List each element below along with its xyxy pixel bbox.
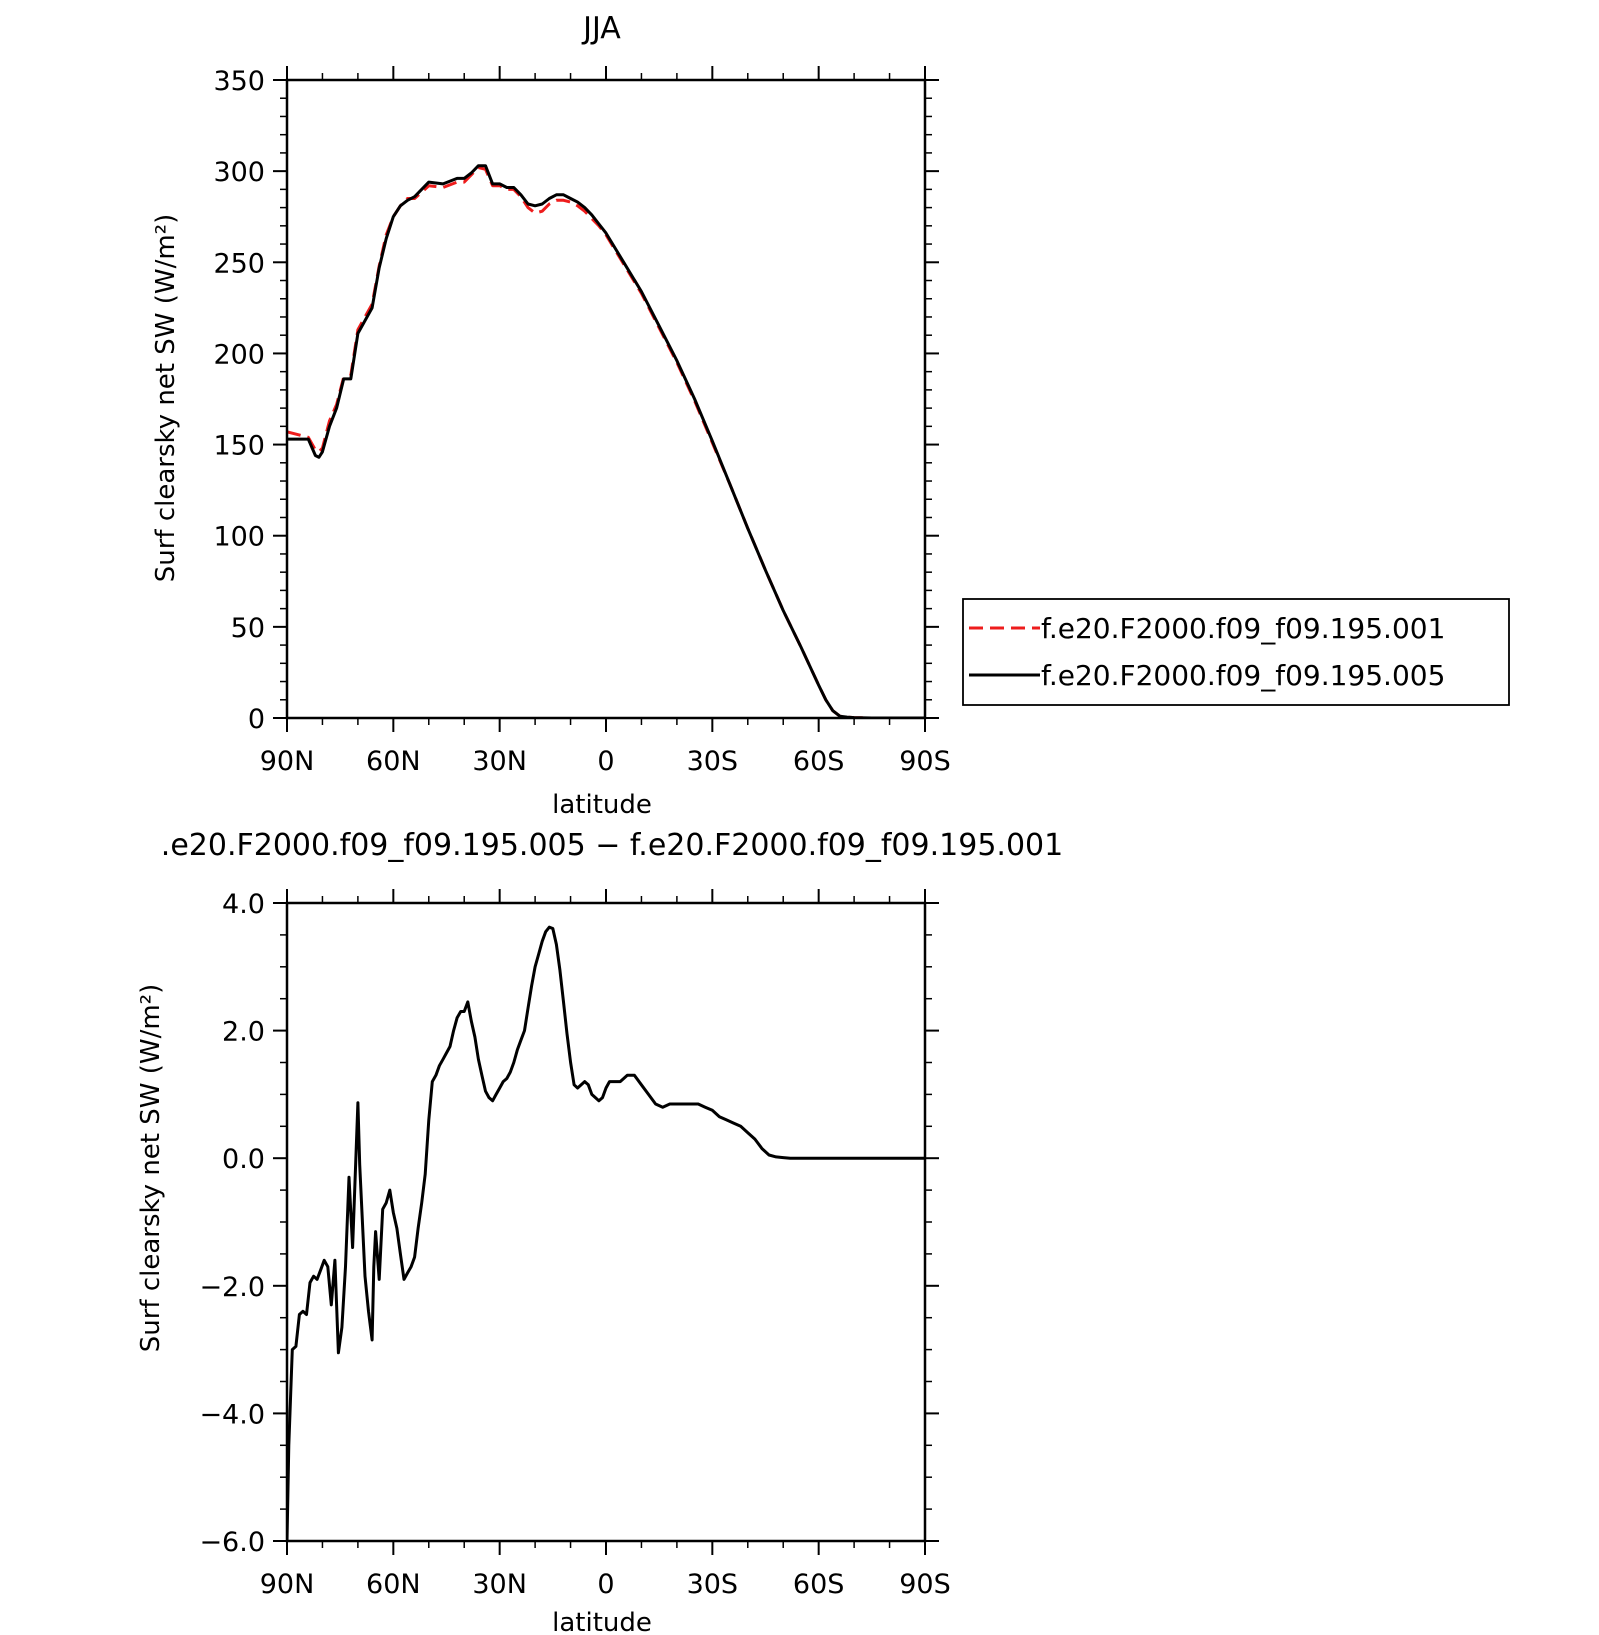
y-tick-label: 300 — [213, 157, 265, 188]
y-tick-label: −6.0 — [199, 1527, 265, 1558]
x-tick-label: 90N — [260, 1569, 315, 1600]
legend-label-series-2: f.e20.F2000.f09_f09.195.005 — [1041, 659, 1445, 692]
series-line-1 — [287, 925, 925, 1541]
y-tick-label: −2.0 — [199, 1272, 265, 1303]
x-tick-label: 30S — [687, 1569, 739, 1600]
top-x-axis-title: latitude — [552, 790, 652, 820]
bottom-y-axis-title: Surf clearsky net SW (W/m²) — [136, 984, 166, 1352]
y-tick-label: −4.0 — [199, 1399, 265, 1430]
y-tick-label: 100 — [213, 522, 265, 553]
x-tick-label: 30N — [472, 746, 527, 777]
plot-frame — [285, 901, 927, 1543]
x-tick-label: 0 — [597, 746, 614, 777]
legend: f.e20.F2000.f09_f09.195.001 f.e20.F2000.… — [962, 598, 1510, 706]
legend-label-series-1: f.e20.F2000.f09_f09.195.001 — [1041, 612, 1445, 645]
series-line-2 — [287, 164, 925, 718]
x-tick-label: 60N — [366, 1569, 421, 1600]
y-tick-label: 250 — [213, 248, 265, 279]
x-tick-label: 0 — [597, 1569, 614, 1600]
y-tick-label: 0.0 — [222, 1144, 265, 1175]
y-tick-label: 2.0 — [222, 1017, 265, 1048]
x-tick-label: 90N — [260, 746, 315, 777]
bottom-x-axis-title: latitude — [552, 1608, 652, 1635]
x-tick-label: 90S — [899, 746, 951, 777]
top-chart-panel: JJA Surf clearsky net SW (W/m²) latitude… — [151, 11, 1510, 820]
x-tick-label: 90S — [899, 1569, 951, 1600]
top-chart-title: JJA — [581, 11, 621, 46]
plot-frame — [285, 78, 927, 720]
top-y-axis-title: Surf clearsky net SW (W/m²) — [151, 214, 181, 582]
x-tick-label: 30S — [687, 746, 739, 777]
x-tick-label: 30N — [472, 1569, 527, 1600]
x-tick-label: 60N — [366, 746, 421, 777]
bottom-chart-title: .e20.F2000.f09_f09.195.005 − f.e20.F2000… — [161, 828, 1063, 863]
legend-box — [962, 598, 1510, 706]
y-tick-label: 150 — [213, 431, 265, 462]
bottom-chart-panel: .e20.F2000.f09_f09.195.005 − f.e20.F2000… — [136, 828, 1063, 1635]
y-tick-label: 0 — [248, 704, 265, 735]
y-tick-label: 200 — [213, 339, 265, 370]
y-tick-label: 350 — [213, 66, 265, 97]
y-tick-label: 4.0 — [222, 889, 265, 920]
y-tick-label: 50 — [231, 613, 265, 644]
x-tick-label: 60S — [793, 1569, 845, 1600]
x-tick-label: 60S — [793, 746, 845, 777]
